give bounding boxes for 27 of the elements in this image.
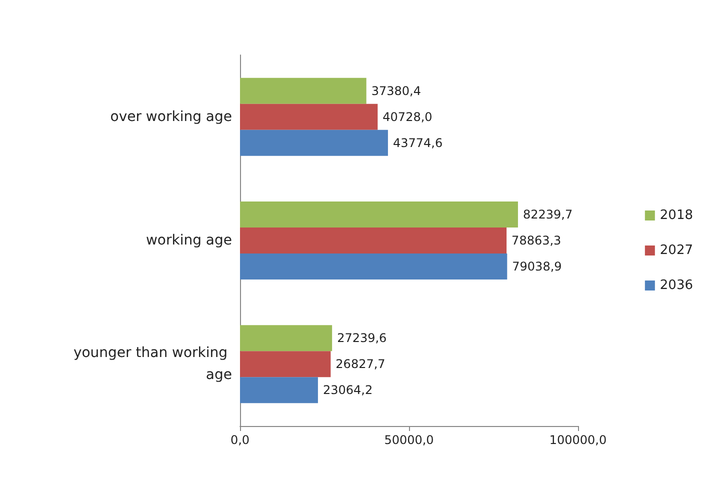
data-label: 37380,4: [371, 84, 421, 98]
data-label: 82239,7: [522, 208, 573, 222]
legend-label: 2036: [660, 278, 694, 293]
x-tick-label: 50000,0: [384, 433, 434, 447]
bar: [240, 254, 508, 280]
bar: [240, 202, 518, 228]
bar: [240, 377, 318, 404]
legend-label: 2027: [660, 243, 694, 258]
y-tick-label: over working age: [110, 108, 232, 125]
x-tick-label: 100000,0: [549, 433, 607, 447]
bar: [240, 351, 331, 378]
x-tick-label: 0,0: [230, 433, 250, 447]
bar: [240, 78, 366, 104]
legend-label: 2018: [660, 208, 694, 223]
bar: [240, 130, 388, 156]
data-label: 79038,9: [512, 260, 562, 274]
data-label: 23064,2: [322, 383, 373, 398]
data-label: 40728,0: [382, 110, 432, 124]
bar: [240, 104, 378, 130]
data-label: 43774,6: [392, 136, 443, 150]
bar: [240, 325, 332, 352]
y-tick-label: younger than working age: [73, 345, 232, 384]
y-tick-label: working age: [146, 232, 232, 248]
bar: [240, 228, 507, 254]
data-label: 27239,6: [337, 331, 387, 346]
data-label: 78863,3: [512, 234, 562, 248]
data-label: 26827,7: [336, 357, 386, 372]
